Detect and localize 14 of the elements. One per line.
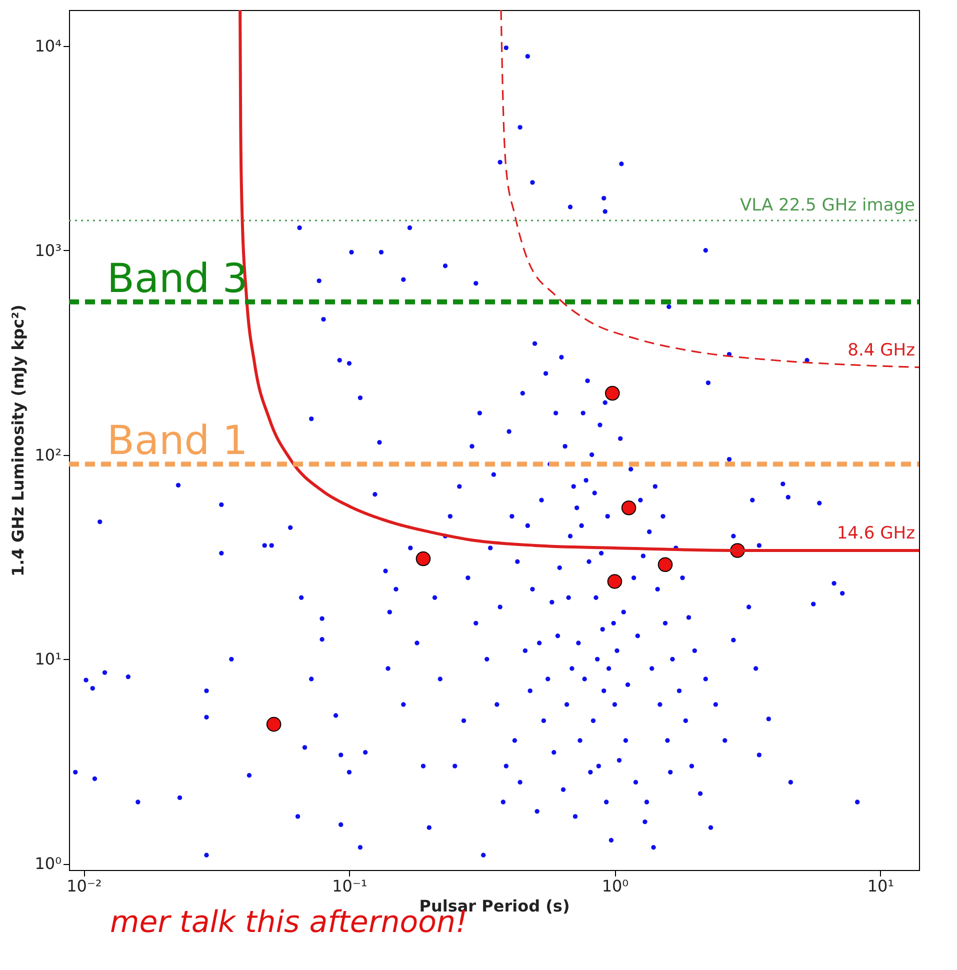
y-axis-title: 1.4 GHz Luminosity (mJy kpc²) (8, 304, 28, 576)
y-tick-label: 10³ (34, 240, 62, 260)
series-label: 8.4 GHz (848, 340, 916, 360)
y-tick-label: 10¹ (34, 650, 62, 669)
y-tick-label: 10² (34, 445, 62, 464)
x-tick-label: 10¹ (867, 876, 894, 896)
y-tick-label: 10⁴ (34, 36, 62, 56)
ref-line-label: Band 1 (107, 418, 248, 464)
x-tick-label: 10⁰ (602, 876, 629, 896)
y-tick-label: 10⁰ (34, 854, 62, 874)
ref-line-label: VLA 22.5 GHz image (740, 196, 915, 216)
x-tick-label: 10⁻² (66, 876, 102, 896)
x-tick-label: 10⁻¹ (332, 876, 368, 896)
series-label: 14.6 GHz (836, 524, 916, 544)
